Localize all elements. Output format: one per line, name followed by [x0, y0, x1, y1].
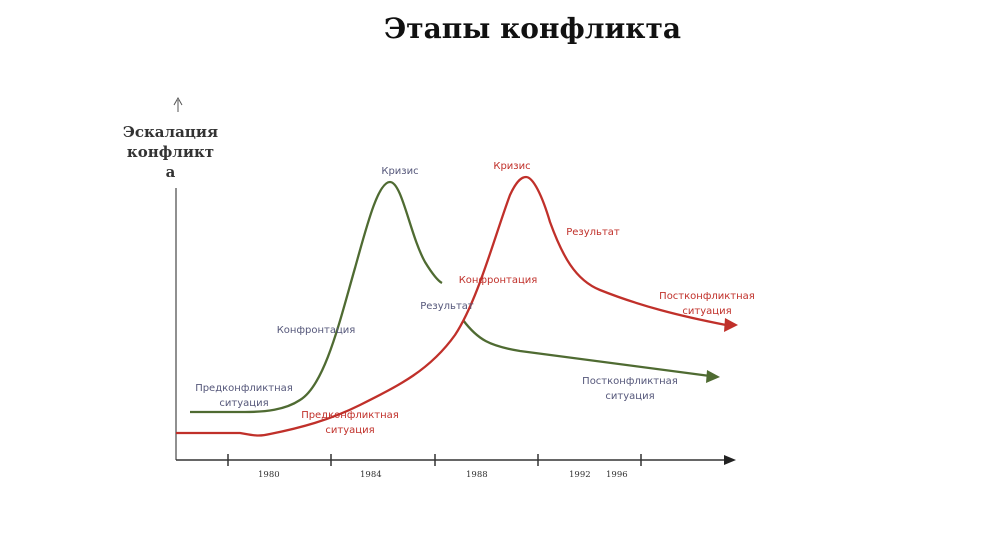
y-axis-label-line-3: а [165, 163, 176, 181]
green-pre-conflict-label-line-1: Предконфликтная [195, 383, 293, 394]
red-conflict-curve [176, 175, 727, 437]
x-tick-label-1996: 1996 [606, 470, 628, 480]
green-post-conflict-label-line-2: ситуация [605, 391, 654, 402]
green-conflict-curve-tail [462, 319, 711, 378]
green-crisis-label: Кризис [381, 166, 418, 177]
red-crisis-label: Кризис [493, 161, 530, 172]
green-curve-arrow-icon [706, 370, 720, 383]
red-confrontation-label: Конфронтация [459, 275, 538, 286]
y-axis-label: Эскалация конфликт а [118, 122, 223, 182]
green-confrontation-label: Конфронтация [277, 325, 356, 336]
red-post-conflict-label-line-2: ситуация [682, 306, 731, 317]
y-axis-label-line-1: Эскалация [122, 123, 219, 141]
x-tick-label-1988: 1988 [466, 470, 488, 480]
green-post-conflict-label-line-1: Постконфликтная [582, 376, 678, 387]
red-curve-arrow-icon [724, 318, 738, 332]
y-axis-arrow-icon [173, 96, 183, 106]
red-result-label: Результат [566, 227, 620, 238]
x-tick-label-1992: 1992 [569, 470, 591, 480]
red-post-conflict-label-line-1: Постконфликтная [659, 291, 755, 302]
green-pre-conflict-label-line-2: ситуация [219, 398, 268, 409]
green-result-label: Результат [420, 301, 474, 312]
diagram-title: Этапы конфликта [384, 12, 681, 45]
x-tick-label-1984: 1984 [360, 470, 382, 480]
x-tick-label-1980: 1980 [258, 470, 280, 480]
x-axis-arrow-icon [724, 455, 736, 465]
y-axis-label-line-2: конфликт [126, 143, 215, 161]
red-pre-conflict-label-line-2: ситуация [325, 425, 374, 436]
green-conflict-curve [190, 180, 443, 414]
red-pre-conflict-label-line-1: Предконфликтная [301, 410, 399, 421]
x-axis-tick-marks [227, 454, 642, 466]
